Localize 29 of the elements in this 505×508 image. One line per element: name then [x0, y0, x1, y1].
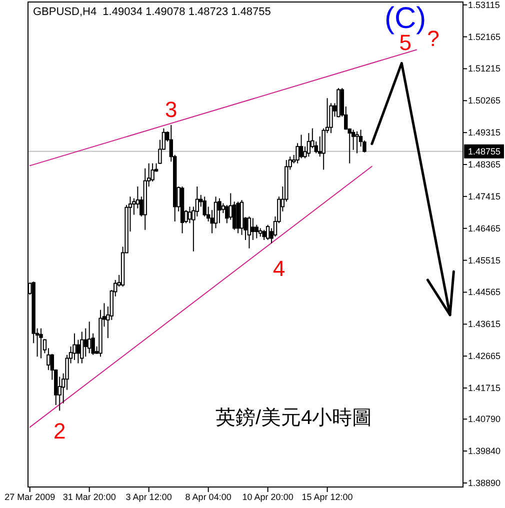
y-tick-label: 1.48365: [468, 160, 501, 170]
y-tick-label: 1.47415: [468, 191, 501, 202]
y-tick-label: 1.46465: [468, 223, 501, 234]
x-tick-label: 3 Apr 12:00: [126, 492, 172, 502]
y-tick-label: 1.52165: [468, 32, 501, 42]
x-tick-label: 31 Mar 20:00: [62, 492, 116, 502]
y-tick-label: 1.50265: [468, 96, 501, 106]
y-tick-label: 1.39840: [468, 446, 501, 456]
y-tick-label: 1.49315: [468, 128, 501, 138]
annotation: 3: [165, 97, 178, 122]
x-tick-label: 10 Apr 20:00: [242, 492, 294, 502]
y-tick-label: 1.43615: [468, 319, 501, 330]
x-tick-label: 27 Mar 2009: [4, 492, 56, 502]
annotation: ?: [427, 26, 440, 51]
chart-title: GBPUSD,H4 1.49034 1.49078 1.48723 1.48755: [33, 6, 271, 18]
y-tick-label: 1.45515: [468, 255, 501, 266]
annotation: 4: [272, 256, 286, 281]
y-tick-label: 1.44565: [468, 287, 501, 298]
x-tick-label: 15 Apr 12:00: [302, 492, 353, 502]
annotation: 2: [53, 418, 66, 444]
y-tick-label: 1.51215: [468, 64, 501, 74]
y-tick-label: 1.53115: [468, 0, 500, 10]
ref-line-label: 1.48755: [468, 146, 501, 156]
y-tick-label: 1.38890: [468, 478, 501, 488]
x-tick-label: 8 Apr 04:00: [185, 492, 232, 502]
y-tick-label: 1.40790: [468, 414, 501, 424]
annotation: 英鎊/美元4小時圖: [215, 406, 372, 429]
y-tick-label: 1.42665: [468, 351, 501, 362]
y-tick-label: 1.41715: [468, 383, 501, 394]
